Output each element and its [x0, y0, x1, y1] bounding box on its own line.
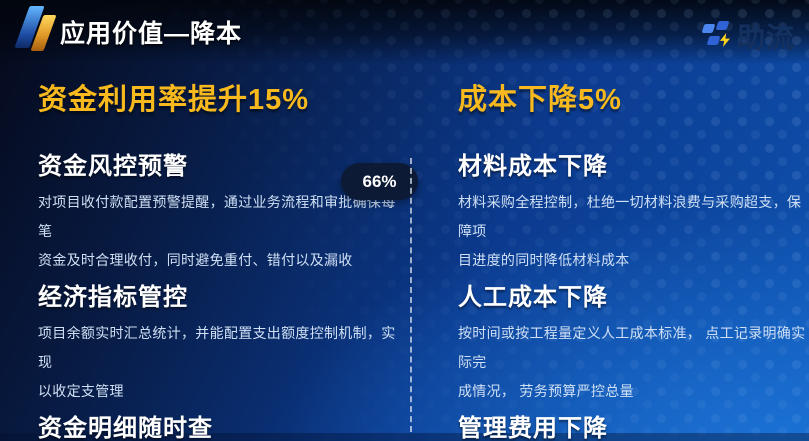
brand-tile-icon: [706, 36, 721, 45]
section-title: 人工成本下降: [458, 284, 608, 311]
section-material-cost-down: 材料成本下降 材料采购全程控制，杜绝一切材料浪费与采购超支，保障项 目进度的同时…: [458, 150, 809, 275]
header-shade: [0, 0, 809, 64]
section-title: 管理费用下降: [458, 415, 608, 441]
section-economic-indicator-control: 经济指标管控 项目余额实时汇总统计，并能配置支出额度控制机制，实现 以收定支管理: [38, 281, 404, 406]
lightning-bolt-icon: [719, 33, 730, 47]
section-title: 资金风控预警: [38, 153, 188, 180]
column-divider: [410, 158, 412, 432]
section-fund-risk-warning: 资金风控预警 对项目收付款配置预警提醒，通过业务流程和审批确保每笔 资金及时合理…: [38, 150, 404, 275]
section-title: 经济指标管控: [38, 284, 188, 311]
right-column: 成本下降5% 材料成本下降 材料采购全程控制，杜绝一切材料浪费与采购超支，保障项…: [458, 80, 809, 441]
brand-logo-icon: [700, 20, 732, 52]
header: 应用价值—降本 助流: [0, 0, 809, 60]
brand-name: 助流: [736, 22, 795, 53]
bottom-bar: [0, 433, 809, 441]
section-body: 项目余额实时汇总统计，并能配置支出额度控制机制，实现 以收定支管理: [38, 325, 396, 399]
left-column: 资金利用率提升15% 资金风控预警 对项目收付款配置预警提醒，通过业务流程和审批…: [38, 80, 404, 441]
section-body: 材料采购全程控制，杜绝一切材料浪费与采购超支，保障项 目进度的同时降低材料成本: [458, 194, 802, 268]
slide-logo-icon: [14, 2, 66, 56]
right-column-heading: 成本下降5%: [458, 84, 622, 116]
page-title: 应用价值—降本: [60, 20, 243, 48]
section-body: 对项目收付款配置预警提醒，通过业务流程和审批确保每笔 资金及时合理收付，同时避免…: [38, 194, 396, 268]
brand-logo: 助流: [700, 16, 795, 56]
left-column-heading: 资金利用率提升15%: [38, 84, 310, 116]
section-body: 按时间或按工程量定义人工成本标准， 点工记录明确实际完 成情况， 劳务预算严控总…: [458, 325, 806, 399]
section-fund-detail-lookup: 资金明细随时查 清晰地看到项目的总体收入支出情况，实时查看每个业务类 别的收支明…: [38, 412, 404, 441]
section-title: 资金明细随时查: [38, 415, 213, 441]
brand-tile-icon: [715, 21, 730, 30]
section-labor-cost-down: 人工成本下降 按时间或按工程量定义人工成本标准， 点工记录明确实际完 成情况， …: [458, 281, 809, 406]
section-title: 材料成本下降: [458, 153, 608, 180]
section-admin-expense-down: 管理费用下降 费用报销、项目备用金、项目借还款、其它费用等直接间接 费用高效管理: [458, 412, 809, 441]
brand-tile-icon: [701, 24, 716, 33]
percentage-badge: 66%: [341, 163, 418, 200]
